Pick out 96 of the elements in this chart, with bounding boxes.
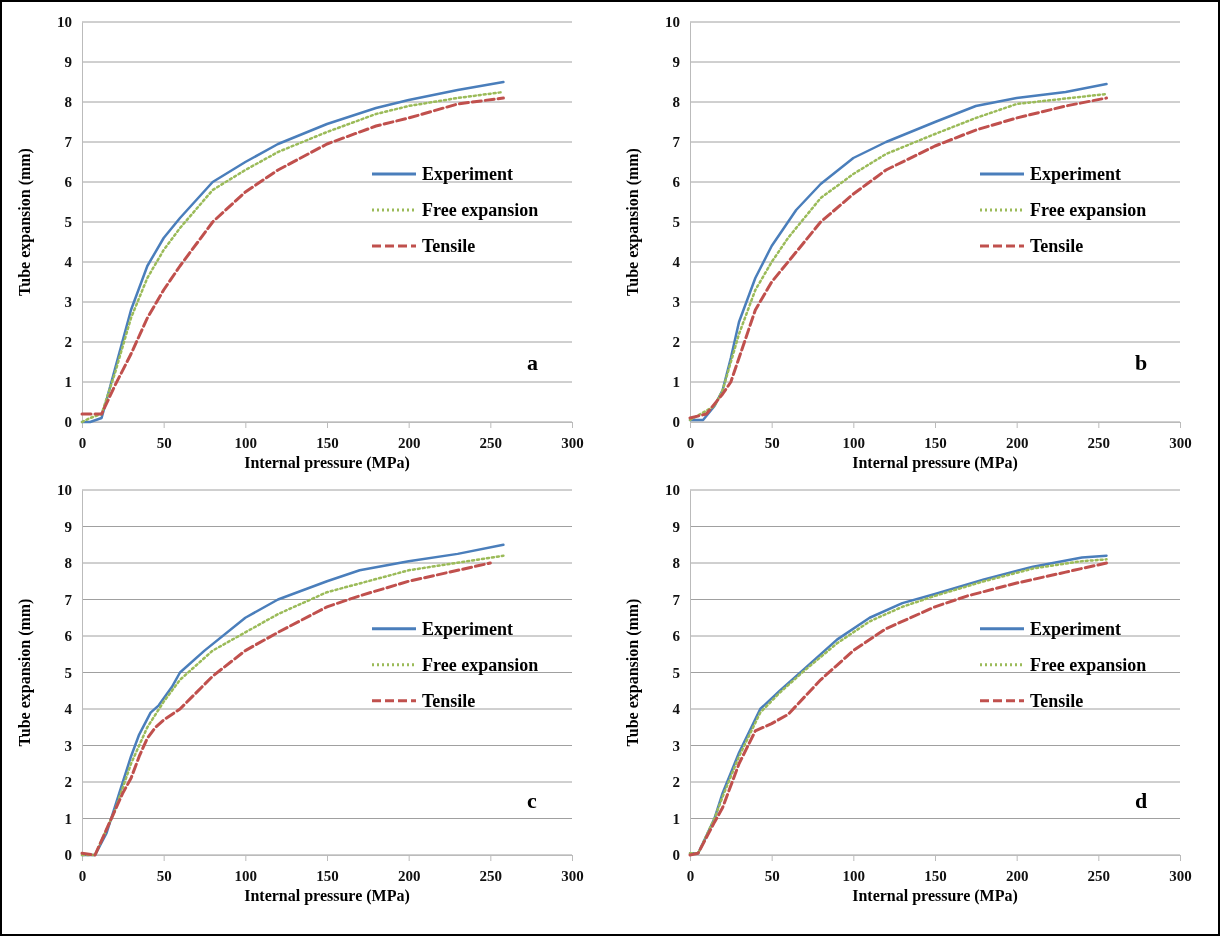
y-tick-label: 6 [64, 174, 73, 191]
y-axis-title: Tube expansion (mm) [624, 598, 642, 747]
x-tick-label: 300 [561, 434, 584, 451]
y-tick-label: 6 [672, 174, 681, 191]
legend-label: Free expansion [422, 200, 539, 220]
legend-label: Tensile [1030, 236, 1084, 256]
x-tick-label: 300 [1169, 434, 1192, 451]
x-tick-label: 200 [1005, 867, 1029, 884]
y-tick-label: 7 [672, 591, 681, 608]
x-tick-label: 50 [156, 434, 172, 451]
y-tick-label: 4 [64, 254, 73, 271]
x-tick-label: 50 [764, 434, 780, 451]
y-axis-title: Tube expansion (mm) [16, 598, 34, 747]
x-tick-label: 100 [234, 867, 258, 884]
x-tick-label: 300 [561, 867, 584, 884]
y-tick-label: 0 [672, 414, 680, 431]
y-tick-label: 3 [672, 737, 680, 754]
y-tick-label: 7 [672, 134, 681, 151]
x-tick-label: 100 [842, 434, 866, 451]
legend-label: Free expansion [422, 654, 539, 675]
y-axis-title: Tube expansion (mm) [624, 148, 642, 296]
x-axis-title: Internal pressure (MPa) [244, 454, 410, 472]
x-tick-label: 0 [686, 434, 695, 451]
y-tick-label: 5 [672, 214, 680, 231]
y-tick-label: 10 [57, 482, 72, 499]
y-tick-label: 6 [64, 628, 73, 645]
legend-label: Experiment [1030, 618, 1121, 639]
y-tick-label: 2 [64, 334, 72, 351]
legend-label: Free expansion [1030, 654, 1147, 675]
y-tick-label: 4 [672, 701, 681, 718]
legend-label: Experiment [1030, 164, 1121, 184]
x-axis-title: Internal pressure (MPa) [852, 454, 1018, 472]
x-tick-label: 200 [397, 434, 421, 451]
y-tick-label: 3 [672, 294, 680, 311]
x-axis-title: Internal pressure (MPa) [852, 887, 1018, 905]
y-tick-label: 10 [665, 482, 680, 499]
y-tick-label: 2 [672, 774, 680, 791]
y-tick-label: 2 [672, 334, 680, 351]
y-tick-label: 3 [64, 294, 72, 311]
y-tick-label: 10 [57, 14, 72, 31]
x-tick-label: 150 [316, 434, 339, 451]
legend-label: Tensile [422, 236, 476, 256]
x-tick-label: 0 [78, 867, 87, 884]
x-tick-label: 250 [1087, 434, 1111, 451]
y-tick-label: 7 [64, 134, 73, 151]
legend-label: Experiment [422, 618, 513, 639]
y-tick-label: 8 [672, 94, 680, 111]
y-tick-label: 5 [64, 664, 72, 681]
x-tick-label: 250 [1087, 867, 1111, 884]
x-axis-title: Internal pressure (MPa) [244, 887, 410, 905]
x-tick-label: 200 [397, 867, 421, 884]
y-tick-label: 4 [672, 254, 681, 271]
x-tick-label: 250 [479, 867, 503, 884]
x-tick-label: 150 [924, 867, 947, 884]
y-tick-label: 6 [672, 628, 681, 645]
annotation: a [527, 350, 538, 375]
x-tick-label: 50 [764, 867, 780, 884]
x-tick-label: 0 [686, 867, 695, 884]
y-axis-title: Tube expansion (mm) [16, 148, 34, 296]
y-tick-label: 9 [672, 54, 680, 71]
y-tick-label: 0 [672, 847, 680, 864]
y-tick-label: 0 [64, 847, 72, 864]
y-tick-label: 9 [64, 518, 72, 535]
x-tick-label: 300 [1169, 867, 1192, 884]
x-tick-label: 200 [1005, 434, 1029, 451]
y-tick-label: 1 [64, 810, 72, 827]
x-tick-label: 100 [842, 867, 866, 884]
legend-label: Free expansion [1030, 200, 1147, 220]
annotation: b [1135, 350, 1148, 375]
annotation: c [527, 787, 537, 813]
legend-label: Tensile [422, 690, 476, 711]
y-tick-label: 8 [672, 555, 680, 572]
y-tick-label: 1 [672, 374, 680, 391]
y-tick-label: 10 [665, 14, 680, 31]
y-tick-label: 1 [64, 374, 72, 391]
x-tick-label: 150 [316, 867, 339, 884]
x-tick-label: 100 [234, 434, 258, 451]
y-tick-label: 9 [64, 54, 72, 71]
y-tick-label: 9 [672, 518, 680, 535]
annotation: d [1135, 787, 1148, 813]
y-tick-label: 3 [64, 737, 72, 754]
y-tick-label: 4 [64, 701, 73, 718]
y-tick-label: 0 [64, 414, 72, 431]
legend-label: Tensile [1030, 690, 1084, 711]
x-tick-label: 50 [156, 867, 172, 884]
x-tick-label: 150 [924, 434, 947, 451]
y-tick-label: 5 [64, 214, 72, 231]
y-tick-label: 2 [64, 774, 72, 791]
x-tick-label: 250 [479, 434, 503, 451]
x-tick-label: 0 [78, 434, 87, 451]
y-tick-label: 1 [672, 810, 680, 827]
legend-label: Experiment [422, 164, 513, 184]
y-tick-label: 8 [64, 94, 72, 111]
y-tick-label: 8 [64, 555, 72, 572]
y-tick-label: 7 [64, 591, 73, 608]
y-tick-label: 5 [672, 664, 680, 681]
